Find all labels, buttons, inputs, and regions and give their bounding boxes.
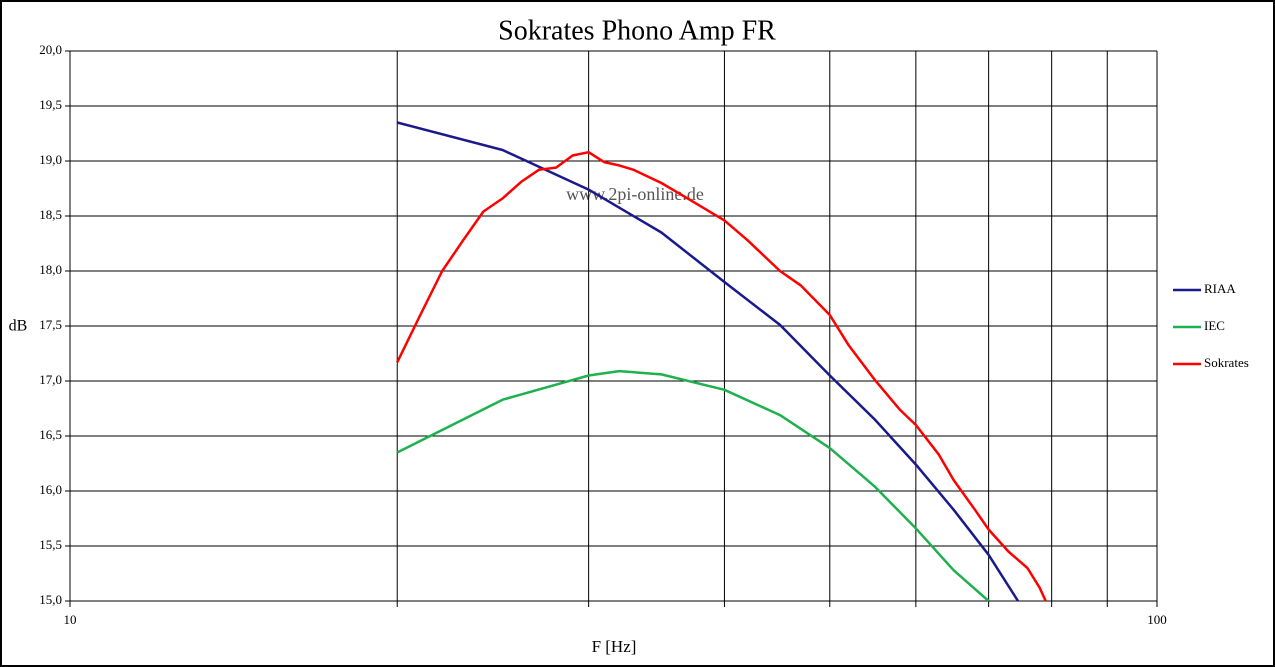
legend-label: RIAA bbox=[1204, 281, 1236, 296]
watermark: www.2pi-online.de bbox=[566, 184, 704, 204]
y-tick-label: 16,5 bbox=[39, 427, 62, 442]
x-tick-label: 10 bbox=[64, 612, 77, 627]
y-tick-label: 18,0 bbox=[39, 262, 62, 277]
y-tick-label: 19,0 bbox=[39, 152, 62, 167]
x-tick-label: 100 bbox=[1147, 612, 1167, 627]
line-series bbox=[396, 150, 1047, 602]
y-tick-label: 17,5 bbox=[39, 317, 62, 332]
y-tick-label: 16,0 bbox=[39, 482, 62, 497]
line-series bbox=[396, 369, 990, 602]
y-axis-label: dB bbox=[9, 318, 28, 335]
legend-label: Sokrates bbox=[1204, 355, 1249, 370]
chart-title: Sokrates Phono Amp FR bbox=[498, 15, 776, 46]
y-tick-label: 17,0 bbox=[39, 372, 62, 387]
legend-label: IEC bbox=[1204, 318, 1225, 333]
y-tick-label: 20,0 bbox=[39, 42, 62, 57]
line-series bbox=[396, 121, 1020, 602]
y-tick-label: 15,0 bbox=[39, 592, 62, 607]
y-tick-label: 18,5 bbox=[39, 207, 62, 222]
y-tick-label: 19,5 bbox=[39, 97, 62, 112]
y-tick-label: 15,5 bbox=[39, 537, 62, 552]
x-axis-label: F [Hz] bbox=[592, 637, 637, 656]
